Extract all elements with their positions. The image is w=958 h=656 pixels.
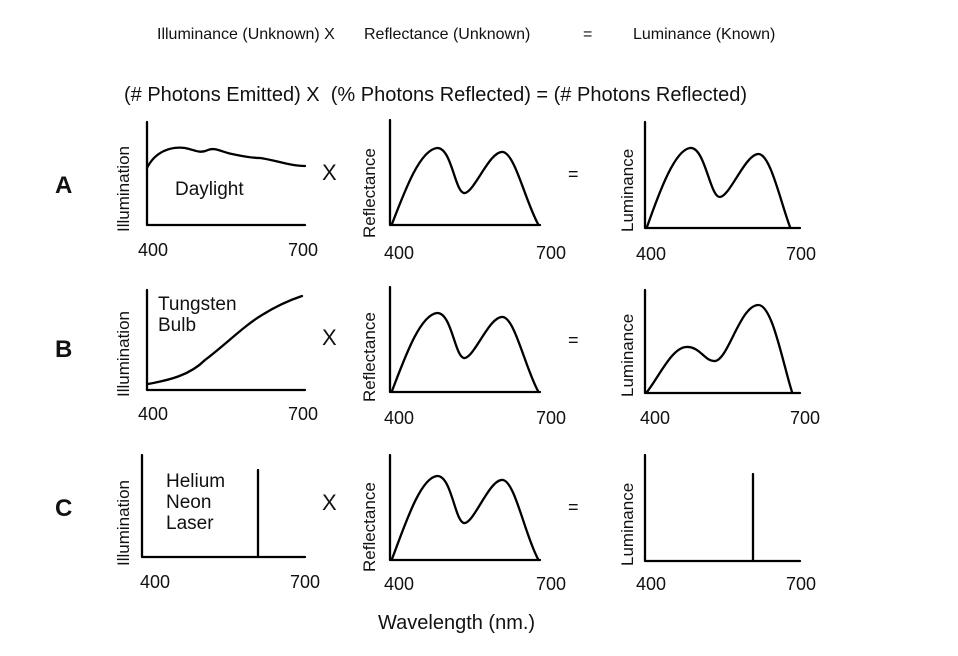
source-label-a: Daylight bbox=[175, 179, 244, 200]
header-luminance: Luminance (Known) bbox=[633, 26, 776, 43]
times-operator: X bbox=[322, 325, 337, 350]
tick-400: 400 bbox=[140, 572, 171, 592]
tick-700: 700 bbox=[536, 574, 567, 594]
equals-operator: = bbox=[568, 164, 579, 184]
tick-400: 400 bbox=[138, 404, 169, 424]
tick-400: 400 bbox=[636, 244, 667, 264]
wavelength-axis-title: Wavelength (nm.) bbox=[378, 612, 536, 634]
tick-700: 700 bbox=[290, 572, 321, 592]
source-label-b: Tungsten Bulb bbox=[158, 294, 237, 336]
tick-700: 700 bbox=[790, 408, 821, 428]
tick-400: 400 bbox=[640, 408, 671, 428]
header-illuminance: Illuminance (Unknown) X bbox=[157, 26, 335, 43]
tick-400: 400 bbox=[384, 243, 415, 263]
row-letter-b: B bbox=[55, 336, 73, 363]
times-operator: X bbox=[322, 160, 337, 185]
equals-operator: = bbox=[568, 330, 579, 350]
tick-700: 700 bbox=[536, 408, 567, 428]
header-equals: = bbox=[583, 26, 593, 43]
tick-700: 700 bbox=[288, 240, 319, 260]
tick-700: 700 bbox=[536, 243, 567, 263]
tick-400: 400 bbox=[384, 408, 415, 428]
tick-400: 400 bbox=[636, 574, 667, 594]
subtitle: (# Photons Emitted) X (% Photons Reflect… bbox=[124, 84, 748, 106]
header-reflectance: Reflectance (Unknown) bbox=[364, 26, 531, 43]
tick-700: 700 bbox=[288, 404, 319, 424]
equals-operator: = bbox=[568, 497, 579, 517]
source-label-c: Helium Neon Laser bbox=[166, 471, 226, 534]
tick-400: 400 bbox=[384, 574, 415, 594]
row-letter-a: A bbox=[55, 172, 73, 199]
row-letter-c: C bbox=[55, 495, 73, 522]
tick-700: 700 bbox=[786, 244, 817, 264]
tick-700: 700 bbox=[786, 574, 817, 594]
tick-400: 400 bbox=[138, 240, 169, 260]
times-operator: X bbox=[322, 490, 337, 515]
